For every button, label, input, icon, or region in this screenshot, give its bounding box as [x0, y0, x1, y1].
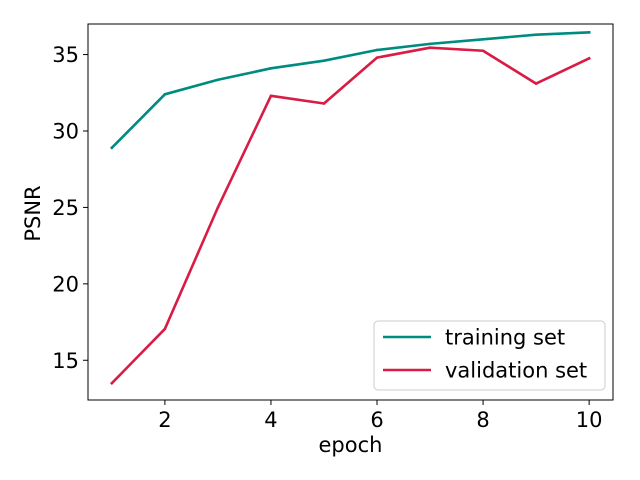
x-tick-label-6: 6 [370, 408, 383, 432]
data-point-0-1 [163, 93, 167, 96]
data-point-0-7 [481, 37, 485, 41]
y-axis-label: PSNR [21, 185, 45, 241]
y-tick-label-25: 25 [52, 196, 79, 220]
data-point-1-2 [216, 206, 220, 209]
series-layer [110, 31, 591, 386]
data-point-1-1 [163, 327, 167, 331]
y-tick-label-20: 20 [52, 272, 79, 296]
data-point-0-4 [322, 59, 326, 62]
data-point-0-9 [587, 31, 591, 34]
axes-layer [87, 23, 614, 401]
legend-box [373, 320, 606, 391]
ticks-layer: 2 4 6 8 10 15 20 25 30 35 [52, 43, 602, 432]
data-point-1-6 [428, 46, 432, 49]
y-tick-label-35: 35 [52, 43, 79, 67]
legend: training set validation set [373, 320, 606, 391]
data-point-0-0 [110, 146, 114, 150]
x-tick-label-4: 4 [264, 408, 277, 432]
data-point-1-4 [322, 102, 326, 105]
data-point-1-9 [587, 57, 591, 60]
data-point-1-3 [269, 94, 273, 98]
x-tick-label-10: 10 [576, 408, 603, 432]
series-line-1 [110, 46, 591, 386]
legend-label-1: validation set [445, 359, 587, 383]
x-tick-label-2: 2 [158, 408, 171, 432]
data-point-1-7 [481, 49, 485, 53]
data-point-0-5 [375, 48, 379, 52]
series-line-0 [110, 31, 591, 150]
y-tick-label-30: 30 [52, 119, 79, 143]
data-point-1-0 [110, 381, 114, 385]
data-point-0-3 [269, 67, 273, 70]
data-point-0-6 [428, 42, 432, 46]
x-axis-label: epoch [319, 433, 383, 457]
data-point-1-5 [375, 56, 379, 59]
data-point-0-8 [534, 33, 538, 36]
data-point-0-2 [216, 78, 220, 82]
x-tick-label-8: 8 [476, 408, 489, 432]
legend-label-0: training set [445, 326, 565, 350]
data-point-1-8 [534, 82, 538, 85]
y-tick-label-15: 15 [52, 349, 79, 373]
axes-frame [87, 23, 614, 401]
